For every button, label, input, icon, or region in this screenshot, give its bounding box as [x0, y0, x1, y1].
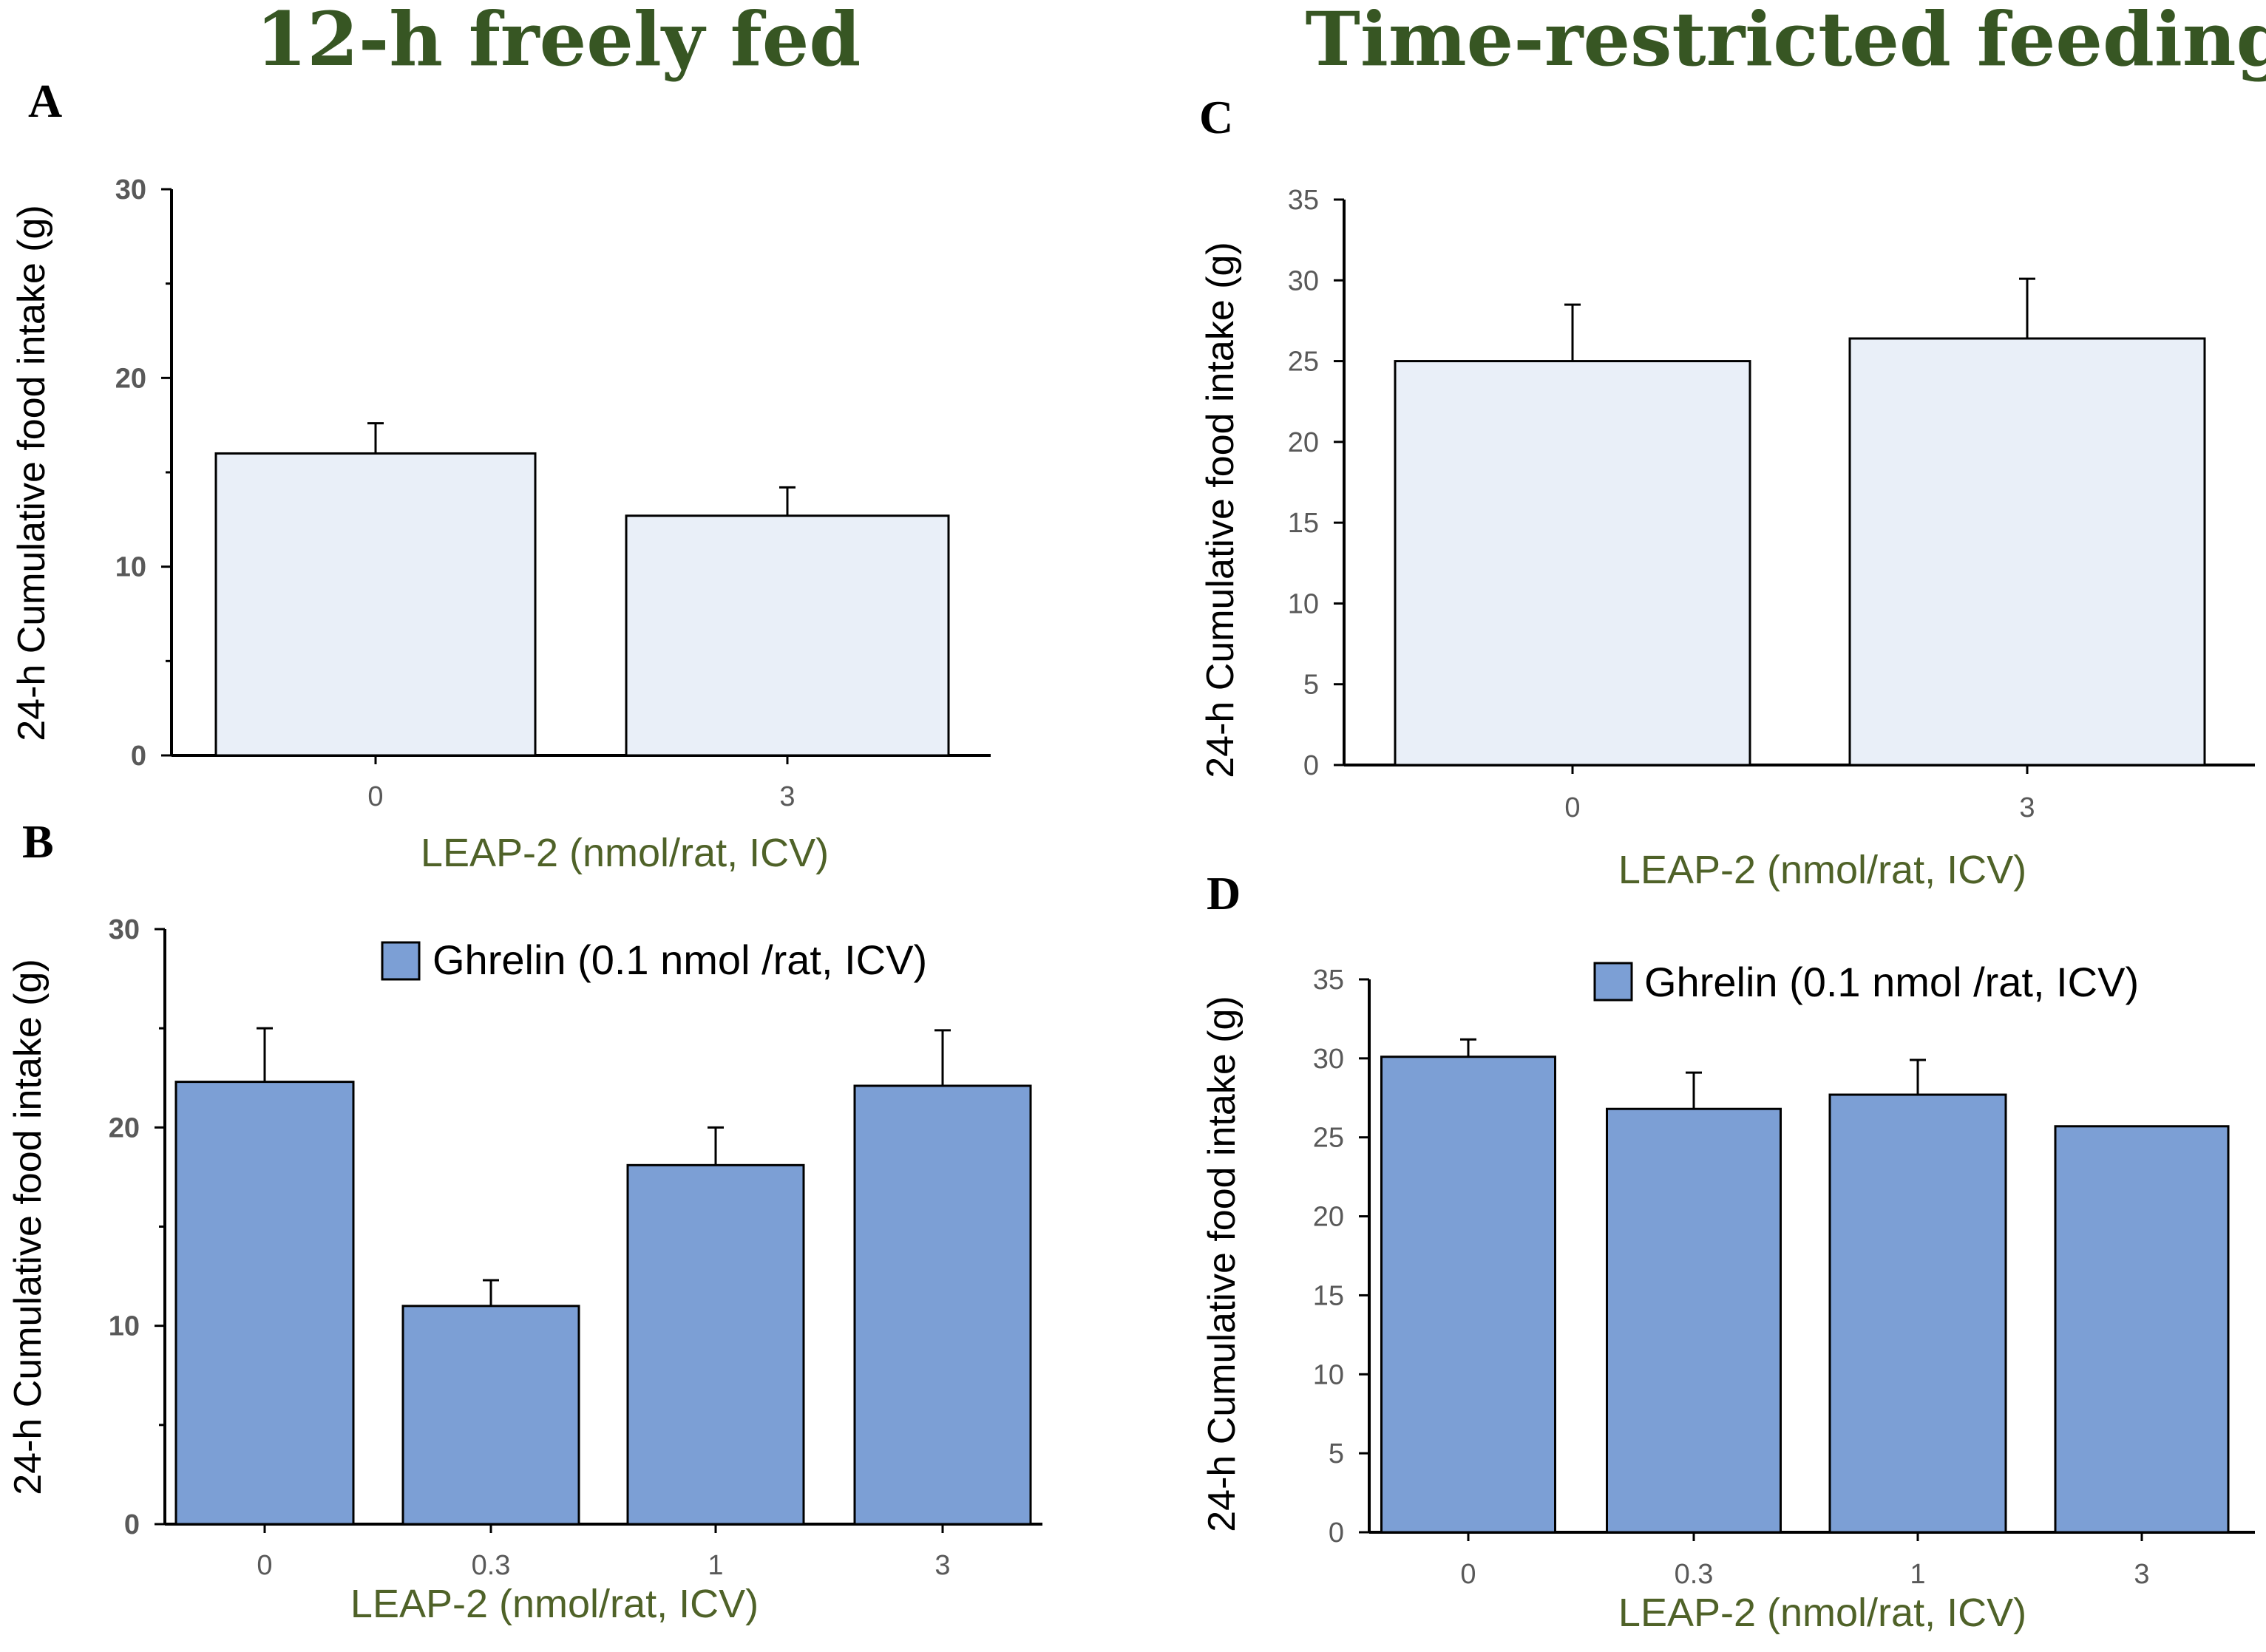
y-tick-label: 30 — [1313, 1044, 1344, 1075]
x-axis-label: LEAP-2 (nmol/rat, ICV) — [1618, 1591, 2026, 1635]
legend-swatch — [1593, 962, 1633, 1002]
column-title-time-restricted: Time-restricted feeding — [1305, 0, 2266, 83]
y-tick-label: 10 — [115, 552, 146, 583]
y-tick-label: 10 — [109, 1311, 140, 1342]
y-tick-label: 10 — [1313, 1359, 1344, 1390]
y-tick-label: 35 — [1288, 185, 1319, 216]
y-axis-label: 24-h Cumulative food intake (g) — [1199, 242, 1242, 778]
panel-letter-a: A — [28, 75, 62, 127]
x-tick-label: 3 — [2019, 792, 2035, 823]
y-axis-label: 24-h Cumulative food intake (g) — [7, 959, 50, 1495]
y-tick-label: 30 — [1288, 265, 1319, 296]
y-tick-label: 5 — [1303, 670, 1319, 701]
y-tick-label: 15 — [1288, 508, 1319, 539]
bar-a-0 — [214, 452, 537, 757]
y-tick-label: 0 — [1303, 750, 1319, 781]
y-axis-label: 24-h Cumulative food intake (g) — [10, 205, 53, 741]
bar-b-0.3 — [401, 1305, 580, 1526]
panel-letter-c: C — [1199, 91, 1233, 143]
x-tick-label: 0 — [1564, 792, 1580, 823]
x-tick-label: 3 — [2134, 1559, 2149, 1590]
y-tick-label: 35 — [1313, 965, 1344, 996]
x-tick-label: 0 — [367, 781, 383, 812]
panel-a-chart: 0 10 20 30 0 3 24-h Cumulative food intake (g)… — [10, 174, 991, 875]
bar-b-0 — [174, 1081, 355, 1526]
bar-d-0.3 — [1606, 1107, 1782, 1534]
y-tick-label: 0 — [124, 1509, 140, 1540]
x-tick-label: 0.3 — [1675, 1559, 1714, 1590]
legend-label: Ghrelin (0.1 nmol /rat, ICV) — [432, 937, 927, 983]
legend-label: Ghrelin (0.1 nmol /rat, ICV) — [1644, 959, 2139, 1005]
y-tick-label: 5 — [1329, 1438, 1344, 1469]
y-tick-label: 20 — [1288, 427, 1319, 458]
x-axis-label: LEAP-2 (nmol/rat, ICV) — [1618, 848, 2026, 892]
y-tick-label: 15 — [1313, 1280, 1344, 1311]
x-axis-label: LEAP-2 (nmol/rat, ICV) — [421, 831, 829, 875]
y-tick-label: 30 — [115, 174, 146, 205]
y-tick-label: 0 — [131, 741, 146, 772]
bar-b-3 — [853, 1084, 1032, 1526]
panel-b-chart: 0 10 20 30 0 0.3 1 3 24-h Cumulative food intake… — [7, 914, 1042, 1626]
column-title-freely-fed: 12-h freely fed — [256, 0, 861, 83]
bar-b-1 — [626, 1163, 805, 1526]
x-tick-label: 1 — [708, 1550, 723, 1581]
bar-c-0 — [1394, 360, 1751, 766]
panel-letter-d: D — [1207, 867, 1241, 920]
x-tick-label: 1 — [1910, 1559, 1925, 1590]
bar-d-0 — [1380, 1056, 1556, 1534]
x-tick-label: 3 — [934, 1550, 950, 1581]
x-tick-label: 0 — [257, 1550, 272, 1581]
y-tick-label: 0 — [1329, 1517, 1344, 1549]
y-tick-label: 30 — [109, 914, 140, 945]
bar-a-3 — [625, 514, 950, 757]
y-tick-label: 10 — [1288, 588, 1319, 619]
panel-letter-b: B — [22, 815, 54, 868]
bar-d-1 — [1828, 1093, 2007, 1534]
x-axis-label: LEAP-2 (nmol/rat, ICV) — [350, 1582, 759, 1626]
bar-d-3 — [2054, 1125, 2230, 1534]
y-tick-label: 20 — [1313, 1202, 1344, 1233]
y-tick-label: 20 — [115, 363, 146, 394]
panel-d-chart: 0 5 10 15 20 25 30 35 0 0.3 1 3 24-h Cumulative food… — [1201, 959, 2255, 1635]
y-tick-label: 25 — [1288, 347, 1319, 378]
panel-c-chart: 0 5 10 15 20 25 30 35 0 3 24-h Cumulative food int… — [1199, 185, 2255, 892]
y-tick-label: 25 — [1313, 1123, 1344, 1154]
y-tick-label: 20 — [109, 1112, 140, 1143]
y-axis-label: 24-h Cumulative food intake (g) — [1201, 996, 1244, 1532]
bar-c-3 — [1848, 337, 2206, 766]
x-tick-label: 0 — [1460, 1559, 1476, 1590]
x-tick-label: 3 — [779, 781, 795, 812]
legend-swatch — [381, 941, 421, 981]
x-tick-label: 0.3 — [472, 1550, 511, 1581]
